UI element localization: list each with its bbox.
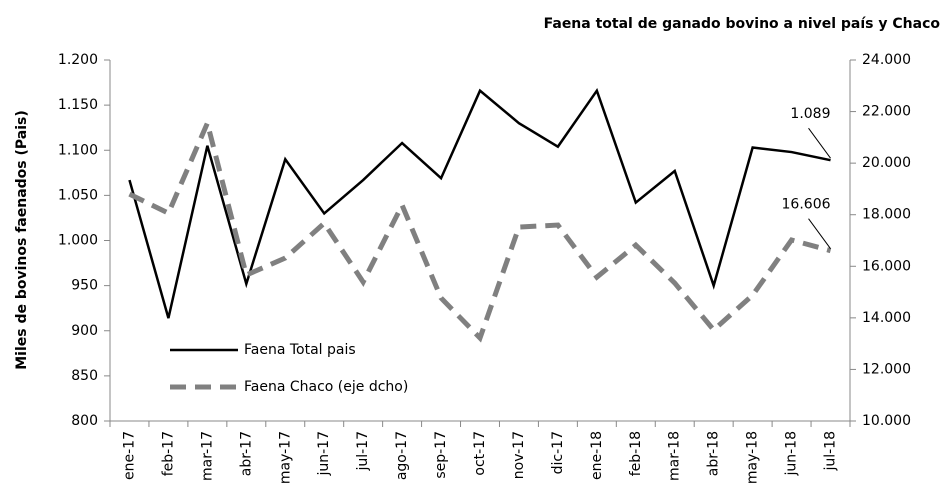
chart-title: Faena total de ganado bovino a nivel paí… [544,16,941,32]
y-tick-label: 1.000 [58,233,98,249]
x-tick-label: dic-17 [550,431,566,474]
y-tick-label: 1.200 [58,52,98,68]
y-tick-label: 1.150 [58,97,98,113]
y-axis-label: Miles de bovinos faenados (Pais) [14,110,30,370]
y-tick-label: 850 [71,368,98,384]
y2-tick-label: 24.000 [862,52,911,68]
legend-label: Faena Total pais [244,342,356,358]
x-tick-label: oct-17 [472,431,488,476]
data-label: 1.089 [790,106,830,122]
y-tick-label: 900 [71,323,98,339]
x-tick-label: ene-17 [121,431,137,480]
legend-label: Faena Chaco (eje dcho) [244,379,408,395]
x-tick-label: jun-17 [316,431,332,477]
x-tick-label: abr-17 [238,431,254,476]
y2-tick-label: 18.000 [862,207,911,223]
x-tick-label: may-18 [745,431,761,484]
x-tick-label: ene-18 [589,431,605,480]
y-tick-label: 800 [71,413,98,429]
y2-tick-label: 14.000 [862,310,911,326]
x-tick-label: sep-17 [433,431,449,479]
series-line [128,115,832,343]
x-tick-label: mar-17 [199,431,215,481]
y-tick-label: 950 [71,278,98,294]
x-tick-label: feb-17 [160,431,176,476]
y-tick-label: 1.100 [58,142,98,158]
series-line [128,87,831,319]
x-tick-label: ago-17 [394,431,410,480]
x-tick-label: jun-18 [784,431,800,477]
y2-tick-label: 12.000 [862,361,911,377]
y-tick-label: 1.050 [58,187,98,203]
data-label: 16.606 [782,197,831,213]
x-tick-label: feb-18 [628,431,644,476]
x-tick-label: jul-17 [355,431,371,472]
y2-tick-label: 10.000 [862,413,911,429]
label-leader [808,218,831,249]
label-leader [808,127,831,159]
x-tick-label: nov-17 [511,431,527,479]
x-tick-label: may-17 [277,431,293,484]
y2-tick-label: 20.000 [862,155,911,171]
x-tick-label: abr-18 [706,431,722,476]
x-tick-label: jul-18 [823,431,839,472]
x-tick-label: mar-18 [667,431,683,481]
y2-tick-label: 22.000 [862,104,911,120]
y2-tick-label: 16.000 [862,258,911,274]
